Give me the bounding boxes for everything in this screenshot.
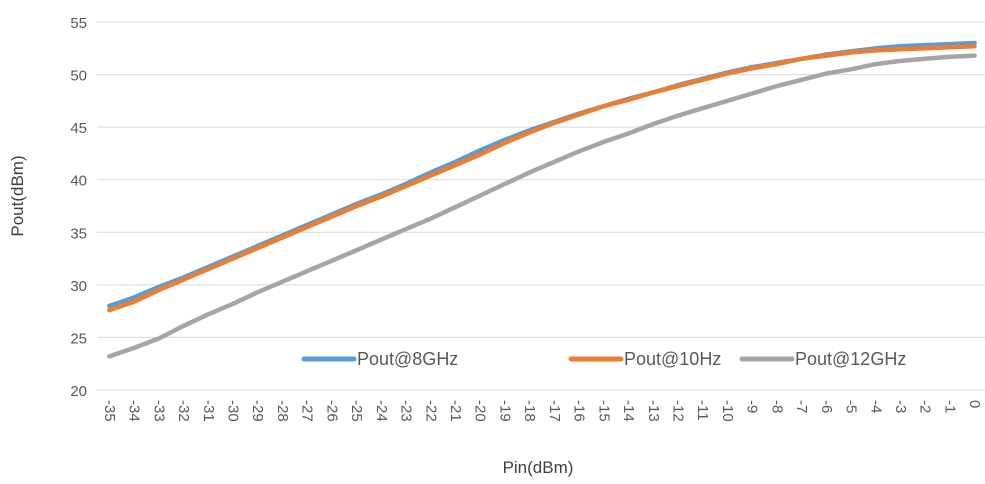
x-tick-label: -18 (521, 400, 538, 422)
x-tick-label: -13 (645, 400, 662, 422)
y-tick-label: 20 (70, 383, 87, 400)
series-line-1 (107, 40, 977, 309)
x-tick-label: -5 (843, 400, 860, 413)
x-tick-label: -22 (422, 400, 439, 422)
x-tick-label: -27 (299, 400, 316, 422)
legend-label: Pout@8GHz (357, 349, 458, 369)
legend: Pout@8GHz Pout@10Hz Pout@12GHz (301, 349, 906, 369)
x-tick-label: -10 (719, 400, 736, 422)
x-tick-label: -29 (249, 400, 266, 422)
x-tick-label: -15 (595, 400, 612, 422)
x-tick-label: -9 (744, 400, 761, 413)
x-tick-label: -24 (373, 400, 390, 422)
x-tick-label: -32 (175, 400, 192, 422)
y-axis-tick-labels: 20 25 30 35 40 45 50 55 (70, 15, 87, 400)
x-tick-label: -8 (768, 400, 785, 413)
x-tick-label: -28 (274, 400, 291, 422)
x-tick-label: -20 (472, 400, 489, 422)
x-tick-label: -31 (200, 400, 217, 422)
x-tick-label: -33 (150, 400, 167, 422)
x-tick-label: -19 (496, 400, 513, 422)
y-axis-title: Pout(dBm) (8, 155, 27, 236)
x-axis-tick-labels: -35 -34 -33 -32 -31 -30 -29 -28 -27 -26 -25 -24 -23-… (101, 400, 983, 422)
series-line-2 (107, 43, 977, 313)
legend-label: Pout@10Hz (624, 349, 721, 369)
y-tick-label: 40 (70, 173, 87, 190)
y-tick-label: 30 (70, 278, 87, 295)
x-tick-label: -7 (793, 400, 810, 413)
x-tick-label: -23 (398, 400, 415, 422)
plot-area (97, 21, 985, 391)
x-tick-label: -35 (101, 400, 118, 422)
y-tick-label: 35 (70, 225, 87, 242)
y-tick-label: 50 (70, 68, 87, 85)
x-tick-label: -6 (818, 400, 835, 413)
x-axis-title: Pin(dBm) (503, 458, 574, 477)
x-tick-label: -25 (348, 400, 365, 422)
x-tick-label: -30 (224, 400, 241, 422)
x-tick-label: -2 (917, 400, 934, 413)
y-tick-label: 55 (70, 15, 87, 32)
x-tick-label: -12 (669, 400, 686, 422)
legend-label: Pout@12GHz (795, 349, 906, 369)
x-tick-label: -1 (941, 400, 958, 413)
y-tick-label: 25 (70, 330, 87, 347)
x-tick-label: -26 (323, 400, 340, 422)
series-line-3 (107, 53, 977, 359)
x-tick-label: -11 (694, 400, 711, 421)
gridlines (97, 21, 985, 391)
x-tick-label: -21 (447, 400, 464, 422)
x-tick-label: -3 (892, 400, 909, 413)
x-tick-label: -17 (546, 400, 563, 422)
x-tick-label: -34 (126, 400, 143, 422)
x-tick-label: 0 (966, 400, 983, 408)
x-tick-label: -4 (867, 400, 884, 413)
y-tick-label: 45 (70, 120, 87, 137)
x-tick-label: -14 (620, 400, 637, 422)
series-lines (107, 40, 977, 359)
x-tick-label: -16 (571, 400, 588, 422)
